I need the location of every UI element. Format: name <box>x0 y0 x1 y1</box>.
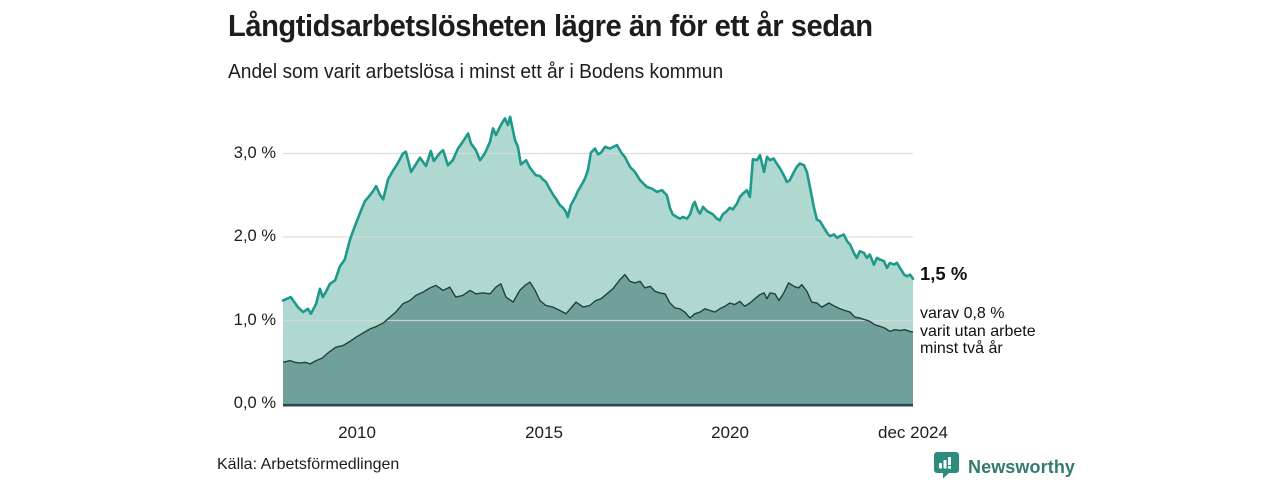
page-title: Långtidsarbetslösheten lägre än för ett … <box>228 8 873 43</box>
series-total-end-label: 1,5 % <box>920 263 968 284</box>
series-subset-end-label: varav 0,8 % varit utan arbete minst två … <box>920 305 1053 358</box>
series-subset-end-label-line3: minst två år <box>920 340 1003 357</box>
series-subset-end-label-line2: varit utan arbete <box>920 322 1036 340</box>
y-axis-tick-2: 2,0 % <box>233 227 276 245</box>
series-subset-end-label-line1: varav 0,8 % <box>920 305 1005 322</box>
y-axis-tick-3: 3,0 % <box>233 144 276 162</box>
y-axis-tick-1: 1,0 % <box>233 311 276 329</box>
y-axis-tick-0: 0,0 % <box>233 394 276 412</box>
x-axis-tick-dec-2024: dec 2024 <box>878 423 948 442</box>
brand-logo: Newsworthy <box>933 451 1075 480</box>
source-credit: Källa: Arbetsförmedlingen <box>217 456 400 473</box>
x-axis-tick-2015: 2015 <box>525 423 563 442</box>
brand-wordmark: Newsworthy <box>968 457 1076 477</box>
x-axis-tick-2010: 2010 <box>338 423 376 442</box>
newsworthy-logo-icon <box>933 451 960 480</box>
x-axis-tick-2020: 2020 <box>711 423 749 442</box>
page-subtitle: Andel som varit arbetslösa i minst ett å… <box>228 61 724 83</box>
